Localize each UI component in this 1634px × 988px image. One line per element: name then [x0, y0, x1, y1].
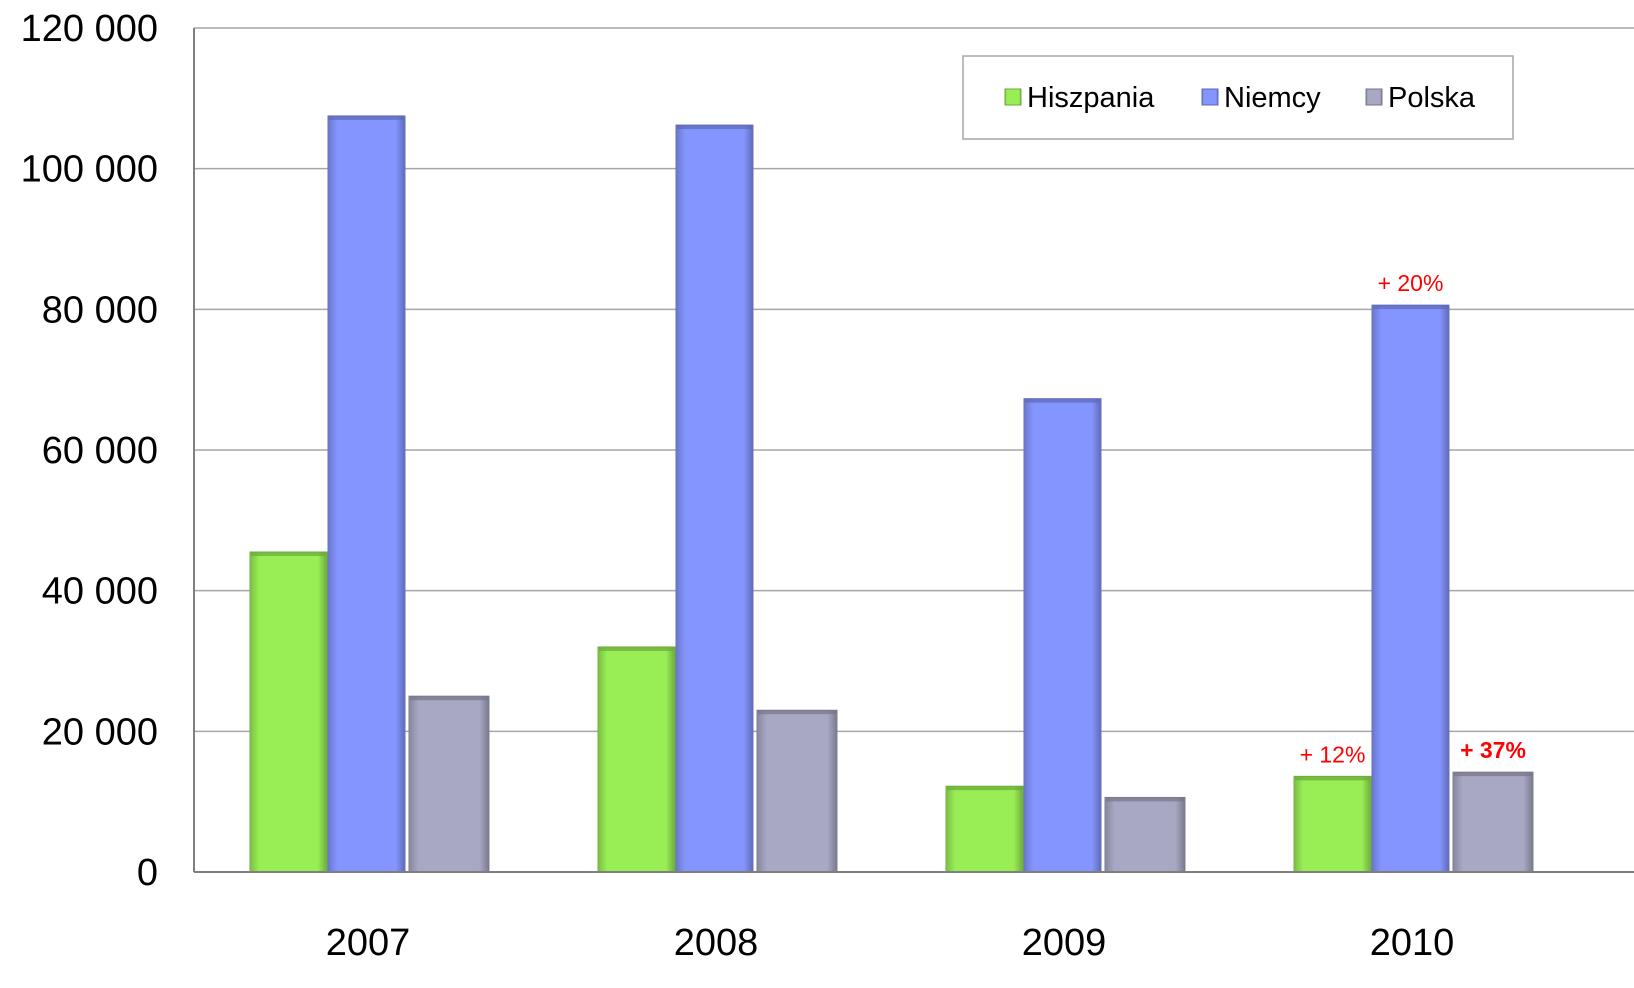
y-tick-label: 0 — [137, 852, 158, 894]
bar-top-edge — [1373, 305, 1448, 310]
bar-polska-2009 — [1104, 796, 1186, 873]
y-tick-label: 60 000 — [42, 430, 158, 472]
bar-polska-2007 — [408, 695, 490, 873]
legend-label-hiszpania: Hiszpania — [1027, 82, 1155, 114]
bar-top-edge — [947, 786, 1022, 791]
bar-hiszpania-2009 — [945, 785, 1024, 873]
bar-hiszpania-2007 — [249, 551, 328, 873]
y-tick-label: 80 000 — [42, 289, 158, 331]
annotation-label: + 37% — [1460, 737, 1526, 763]
bar-top-edge — [1025, 398, 1100, 403]
legend-label-polska: Polska — [1388, 82, 1476, 114]
x-tick-label: 2008 — [674, 922, 759, 964]
y-tick-label: 100 000 — [21, 149, 158, 191]
legend-label-niemcy: Niemcy — [1224, 82, 1321, 114]
labels: 0 20 000 40 000 60 000 80 000 100 000 120 000 2… — [21, 8, 1526, 964]
legend-box — [962, 55, 1514, 140]
bar-top-edge — [410, 696, 488, 701]
bar-polska-2010 — [1452, 771, 1534, 873]
bars — [249, 115, 1534, 873]
bar-top-edge — [1295, 776, 1370, 781]
bar-niemcy-2009 — [1023, 398, 1102, 873]
bar-niemcy-2007 — [327, 115, 406, 873]
x-tick-label: 2007 — [326, 922, 411, 964]
bar-hiszpania-2008 — [597, 646, 676, 873]
bar-hiszpania-2010 — [1293, 775, 1372, 873]
legend-swatch-hiszpania — [1004, 88, 1022, 106]
bar-top-edge — [251, 551, 326, 556]
bar-top-edge — [599, 646, 674, 651]
bar-top-edge — [1106, 797, 1184, 802]
legend-swatch-niemcy — [1201, 88, 1219, 106]
x-tick-label: 2009 — [1022, 922, 1107, 964]
y-tick-label: 40 000 — [42, 571, 158, 613]
y-tick-label: 20 000 — [42, 711, 158, 753]
bar-top-edge — [677, 125, 752, 130]
annotation-label: + 12% — [1300, 741, 1366, 767]
axes — [193, 28, 1634, 873]
y-tick-label: 120 000 — [21, 8, 158, 50]
annotation-label: + 20% — [1378, 270, 1444, 296]
bar-polska-2008 — [756, 709, 838, 873]
bar-top-edge — [1454, 772, 1532, 777]
bar-niemcy-2008 — [675, 124, 754, 873]
bar-top-edge — [329, 115, 404, 120]
bar-top-edge — [758, 710, 836, 715]
legend: Hiszpania Niemcy Polska — [962, 55, 1514, 140]
x-tick-label: 2010 — [1370, 922, 1455, 964]
bar-niemcy-2010 — [1371, 304, 1450, 873]
legend-swatch-polska — [1365, 88, 1383, 106]
